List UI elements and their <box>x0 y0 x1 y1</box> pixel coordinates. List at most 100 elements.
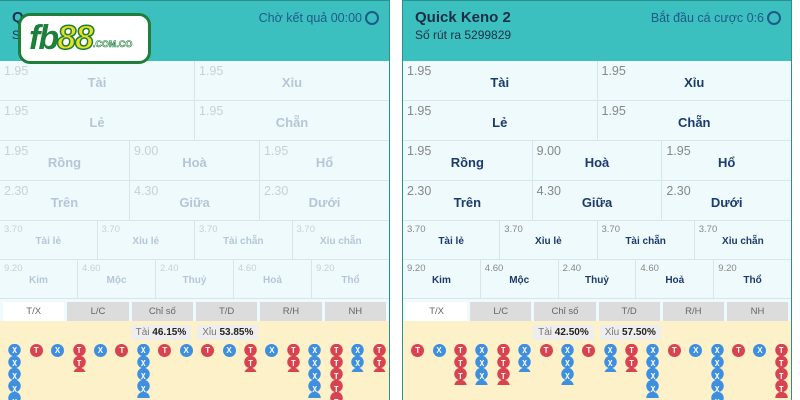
odds-value: 9.20 <box>407 263 426 274</box>
road-stats: Tài 42.50% Xỉu 57.50% <box>403 325 791 340</box>
bead-xiu: X <box>93 344 107 357</box>
bet-option[interactable]: 3.70 Xỉu lẻ <box>500 221 598 259</box>
xiu-percent: Xỉu 53.85% <box>197 325 259 340</box>
bet-option[interactable]: 3.70 Tài chẵn <box>598 221 695 259</box>
xiu-percent: Xỉu 57.50% <box>599 325 661 340</box>
tab-road[interactable]: T/D <box>598 302 660 321</box>
game-panel-disabled: Q S Chờ kết quả 00:00 1.95 Tài 1.95 Xỉu 1.95 L… <box>0 0 390 400</box>
tab-road[interactable]: R/H <box>662 302 724 321</box>
bead-column: TTTTT <box>327 344 346 400</box>
bet-option[interactable]: 9.20 Kim <box>403 260 481 298</box>
bead-xiu: X <box>432 344 446 357</box>
bead-column: XXXX <box>643 344 662 400</box>
bet-label: Xỉu lẻ <box>535 236 562 247</box>
bet-row: 1.95 Lẻ 1.95 Chẵn <box>403 101 791 141</box>
bet-option: 3.70 Tài chẵn <box>195 221 293 259</box>
bead-stack-tai: TTT <box>496 344 510 385</box>
bet-option[interactable]: 9.20 Thổ <box>714 260 791 298</box>
bet-option[interactable]: 1.95 Tài <box>403 61 598 100</box>
bet-option[interactable]: 3.70 Xỉu chẵn <box>695 221 791 259</box>
bet-option: 1.95 Rồng <box>0 141 130 180</box>
bet-option[interactable]: 2.30 Trên <box>403 181 533 220</box>
tab-road[interactable]: L/C <box>67 302 129 321</box>
bet-row: 2.30 Trên 4.30 Giữa 2.30 Dưới <box>0 181 389 221</box>
bead-stack-tai: TTT <box>453 344 467 385</box>
odds-value: 2.30 <box>407 184 432 198</box>
bead-tai: T <box>29 344 43 357</box>
bead-column: T <box>729 344 748 400</box>
tab-road[interactable]: NH <box>726 302 789 321</box>
bead-column: XX <box>515 344 534 400</box>
bead-column: T <box>408 344 427 400</box>
bet-label: Xỉu <box>281 75 303 90</box>
bet-row: 3.70 Tài lẻ 3.70 Xỉu lẻ 3.70 Tài chẵn 3.70 Xỉu … <box>0 221 389 260</box>
bet-option[interactable]: 4.60 Hoả <box>636 260 715 298</box>
bead-column: X <box>48 344 67 400</box>
bead-tai: T <box>115 344 129 357</box>
xiu-value: 57.50% <box>621 327 656 338</box>
bet-label: Hoà <box>584 155 610 170</box>
bet-label: Xỉu lẻ <box>132 236 160 247</box>
odds-value: 3.70 <box>4 224 23 235</box>
odds-value: 2.30 <box>4 184 29 198</box>
tab-road[interactable]: T/X <box>406 302 468 321</box>
bead-stack-tai: TT <box>286 344 300 372</box>
countdown-status: Bắt đầu cá cược 0:6 <box>651 11 781 25</box>
tab-road[interactable]: Chỉ số <box>534 302 596 321</box>
bet-option: 3.70 Tài lẻ <box>0 221 98 259</box>
bead-column: TT <box>241 344 260 400</box>
bet-option[interactable]: 1.95 Chẵn <box>598 101 792 140</box>
odds-value: 9.00 <box>134 144 159 158</box>
bet-label: Tài lẻ <box>438 236 464 247</box>
bet-option[interactable]: 1.95 Xỉu <box>598 61 792 100</box>
odds-value: 1.95 <box>666 144 691 158</box>
bet-option[interactable]: 1.95 Hổ <box>662 141 791 180</box>
bet-option[interactable]: 3.70 Tài lẻ <box>403 221 501 259</box>
bead-stack-xiu: XX <box>351 344 365 372</box>
bet-option: 1.95 Xỉu <box>195 61 389 100</box>
bet-label: Dưới <box>308 195 341 210</box>
bead-column: T <box>579 344 598 400</box>
odds-value: 1.95 <box>601 104 626 118</box>
bead-tai: T <box>411 344 425 357</box>
bead-column: XX <box>348 344 367 400</box>
bead-tai: T <box>667 344 681 357</box>
bead-stack-xiu: XXXXX <box>8 344 22 400</box>
odds-value: 9.20 <box>316 263 335 274</box>
bet-option[interactable]: 9.00 Hoà <box>533 141 663 180</box>
bet-option[interactable]: 2.40 Thuỷ <box>559 260 637 298</box>
xiu-value: 53.85% <box>219 327 254 338</box>
bet-label: Hổ <box>718 155 736 170</box>
tab-road[interactable]: L/C <box>470 302 532 321</box>
odds-value: 1.95 <box>4 144 29 158</box>
tab-road[interactable]: NH <box>324 302 386 321</box>
odds-value: 4.60 <box>484 263 504 274</box>
bet-option[interactable]: 1.95 Lẻ <box>403 101 598 140</box>
bet-row: 1.95 Tài 1.95 Xỉu <box>0 61 389 101</box>
bead-stack-xiu: XX <box>603 344 617 372</box>
odds-value: 1.95 <box>407 144 432 158</box>
bet-option[interactable]: 1.95 Rồng <box>403 141 533 180</box>
tab-road[interactable]: T/D <box>195 302 258 321</box>
bead-road: Tài 42.50% Xỉu 57.50% T X TTT XXX TTT XX T XXX T X… <box>403 321 791 400</box>
bead-column: X <box>686 344 705 400</box>
bead-stack-xiu: XXXX <box>308 344 322 398</box>
bet-label: Mộc <box>509 275 530 286</box>
odds-value: 9.20 <box>4 263 23 274</box>
bead-column: TT <box>622 344 641 400</box>
bet-option[interactable]: 2.30 Dưới <box>662 181 791 220</box>
tab-road[interactable]: Chỉ số <box>131 302 193 321</box>
bet-row: 9.20 Kim 4.60 Mộc 2.40 Thuỷ 4.60 Hoả 9.20 Thổ <box>403 260 791 299</box>
bead-stack-tai: TT <box>72 344 86 372</box>
tab-road[interactable]: T/X <box>3 302 65 321</box>
bet-option: 4.60 Hoả <box>234 260 312 298</box>
bet-label: Lẻ <box>492 115 508 130</box>
odds-value: 9.20 <box>718 263 737 274</box>
bet-option[interactable]: 4.60 Mộc <box>481 260 559 298</box>
tab-road[interactable]: R/H <box>260 302 322 321</box>
bet-label: Xỉu <box>684 75 705 90</box>
bead-column: T <box>536 344 555 400</box>
bead-tai: T <box>732 344 746 357</box>
bead-tai: T <box>201 344 215 357</box>
bet-option[interactable]: 4.30 Giữa <box>533 181 663 220</box>
